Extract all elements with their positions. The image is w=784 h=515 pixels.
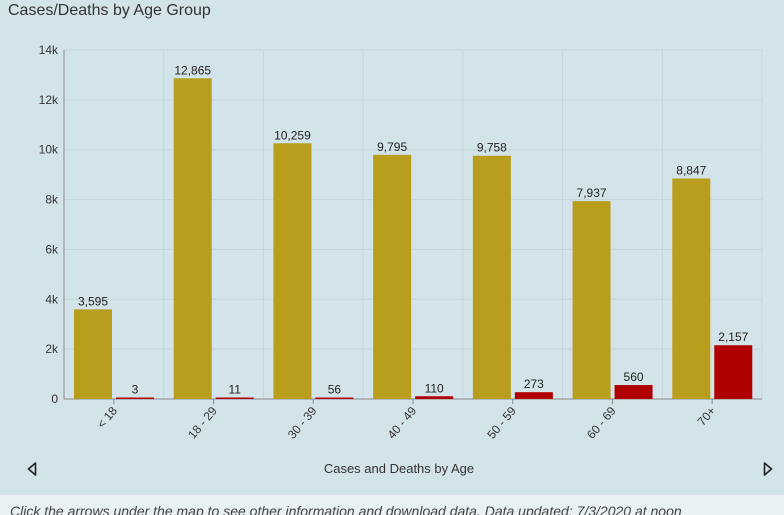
deaths-bar [714, 345, 753, 399]
next-arrow-button[interactable] [758, 459, 778, 479]
x-tick-label: 18 - 29 [185, 404, 220, 442]
data-label: 8,847 [676, 163, 706, 177]
x-tick-label: 50 - 59 [484, 404, 519, 442]
x-tick-label: 40 - 49 [385, 404, 420, 442]
y-tick-label: 2k [45, 342, 59, 356]
cases-bar [672, 178, 711, 399]
cases-bar [273, 143, 312, 399]
deaths-bar [415, 396, 454, 399]
deaths-bar [116, 397, 154, 399]
data-label: 3,595 [78, 294, 108, 308]
nav-label: Cases and Deaths by Age [323, 461, 475, 476]
deaths-bar [315, 397, 354, 399]
previous-arrow-button[interactable] [22, 459, 42, 479]
data-label: 12,865 [174, 63, 211, 77]
bar-chart: 0 2k 4k 6k 8k 10k 12k 14k 3,595 3 < 18 12,865 11 18 -… [39, 43, 763, 442]
data-label: 9,758 [477, 141, 507, 155]
chart-navigation: Cases and Deaths by Age [14, 455, 784, 483]
x-tick-label: 70+ [695, 404, 719, 429]
data-label: 3 [132, 383, 139, 397]
data-label: 7,937 [577, 186, 607, 200]
cases-bar [173, 78, 212, 399]
y-tick-label: 12k [39, 93, 59, 107]
data-label: 9,795 [377, 140, 407, 154]
deaths-bar [614, 385, 653, 399]
data-label: 56 [328, 383, 342, 397]
triangle-left-icon [27, 462, 37, 476]
data-label: 11 [228, 383, 241, 397]
footer-note: Click the arrows under the map to see ot… [0, 495, 784, 515]
data-label: 2,157 [718, 330, 748, 344]
footer-text: Click the arrows under the map to see ot… [10, 503, 682, 515]
cases-bar [373, 154, 412, 399]
data-label: 110 [425, 381, 444, 395]
cases-bar [74, 309, 112, 399]
x-tick-label: 60 - 69 [584, 404, 619, 442]
deaths-bar [514, 392, 553, 399]
data-label: 560 [624, 370, 644, 384]
x-tick-label: 30 - 39 [285, 404, 320, 442]
chart-title: Cases/Deaths by Age Group [8, 2, 211, 19]
y-tick-label: 0 [51, 392, 58, 406]
y-tick-label: 14k [39, 43, 59, 57]
y-tick-label: 6k [45, 242, 59, 256]
y-tick-label: 8k [45, 193, 59, 207]
y-tick-label: 4k [45, 292, 59, 306]
triangle-right-icon [763, 462, 773, 476]
data-label: 10,259 [274, 128, 311, 142]
deaths-bar [215, 397, 254, 399]
cases-bar [472, 155, 511, 399]
cases-bar [572, 201, 611, 399]
data-label: 273 [524, 377, 544, 391]
x-tick-label: < 18 [94, 404, 120, 431]
y-tick-label: 10k [39, 143, 59, 157]
